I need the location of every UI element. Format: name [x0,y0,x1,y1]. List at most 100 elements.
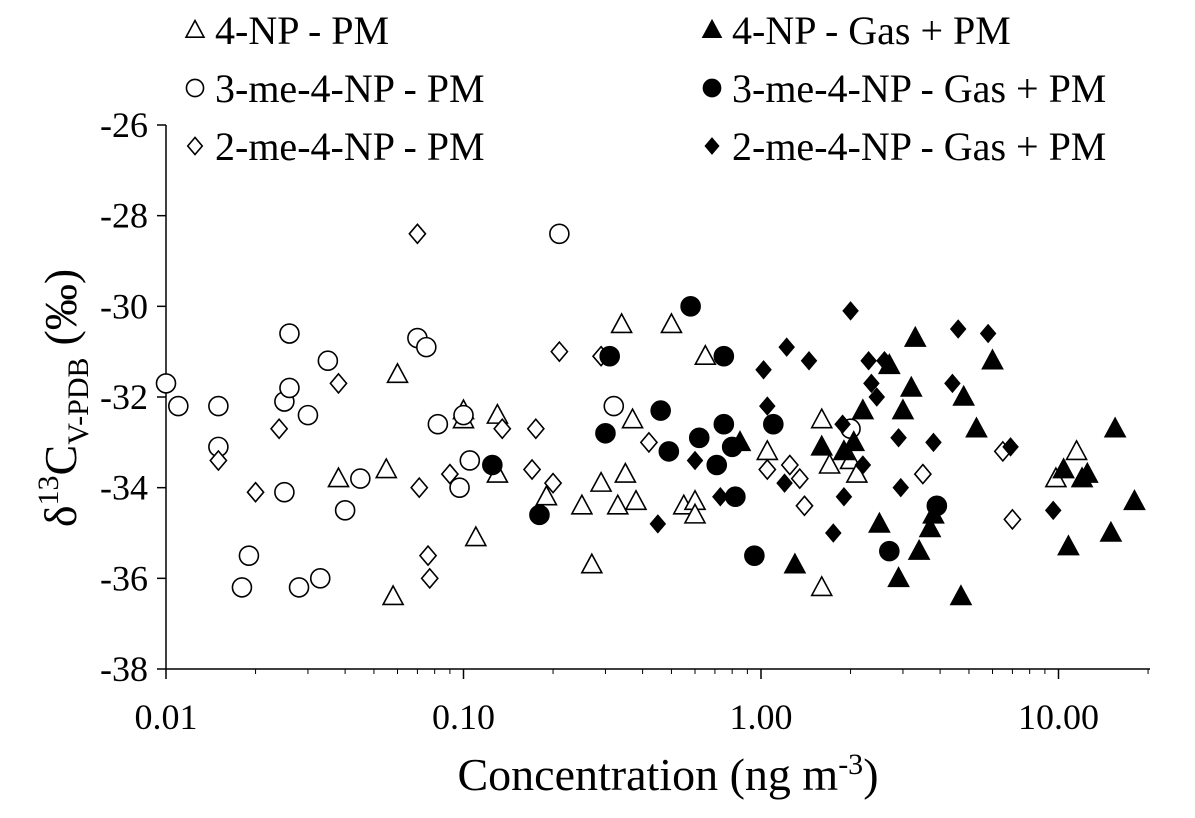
data-point [535,484,558,506]
data-point [800,350,818,371]
data-point [606,493,630,515]
data-point [725,486,746,508]
data-point [386,362,409,384]
data-point [925,432,942,453]
x-axis-title: Concentration (ng m-3) [457,748,878,800]
data-point [658,441,680,462]
data-point [835,486,853,507]
data-point [810,407,834,429]
data-point [231,577,253,598]
data-point [688,427,710,449]
data-point [529,504,550,526]
data-point [482,454,503,476]
data-point [868,387,886,407]
legend-label: 3-me-4-NP - PM [215,66,485,111]
legend-label: 4-NP - PM [215,8,389,53]
tick-labels: -26 -28 -30 -32 -34 -36 -38 0.01 0.10 1.00 10.00 [100,105,1099,737]
data-point [780,454,799,476]
data-points [155,223,1146,606]
x-tick-label: 0.01 [135,697,198,737]
data-point [706,454,728,476]
data-point [614,461,637,483]
data-point [1057,534,1080,556]
data-point [610,312,633,334]
data-point [842,301,859,321]
y-tick-label: -28 [100,196,148,236]
legend-label: 2-me-4-NP - PM [215,124,485,169]
data-point [863,373,880,394]
data-point [981,348,1004,370]
data-point [1052,457,1075,479]
x-tick-label: 1.00 [730,697,793,737]
series-triangle-open [327,312,1088,606]
data-point [660,312,683,334]
data-point [713,413,735,435]
data-point [639,431,659,454]
data-point [891,398,915,420]
y-tick-label: -34 [100,468,148,508]
data-point [890,428,907,448]
data-point [269,417,289,440]
data-point [464,525,488,547]
data-point [621,407,644,429]
data-point [755,360,772,380]
data-point [570,493,594,515]
data-point [965,416,988,438]
data-point [755,439,779,461]
series-circle-open [155,223,861,598]
data-point [427,413,449,435]
data-point [493,417,512,440]
data-point [860,350,877,371]
data-point [599,345,620,367]
data-point [209,449,228,472]
data-point [418,544,438,567]
data-point [440,463,460,485]
x-tick-label: 0.10 [432,697,495,737]
data-point [208,395,229,417]
data-point [589,470,613,492]
data-point [683,502,707,524]
axes [157,124,1150,679]
data-point [892,477,910,498]
data-point [763,413,784,435]
y-tick-label: -30 [100,286,148,326]
legend-marker [704,137,720,155]
data-point [876,350,893,371]
data-point [818,452,841,474]
legend-marker [185,78,205,98]
legend-marker [701,18,723,39]
data-point [1065,439,1088,461]
data-point [624,489,648,511]
data-point [744,545,765,566]
data-point [680,296,701,317]
data-point [949,584,973,606]
y-tick-label: -26 [100,105,148,145]
data-point [778,337,795,357]
data-point [374,457,398,479]
data-point [693,344,717,366]
data-point [334,500,356,521]
data-point [1003,508,1022,531]
data-point [783,552,807,574]
legend: 4-NP - PM 3-me-4-NP - PM 2-me-4-NP - PM 4-N… [184,8,1106,169]
series-diamond-filled [649,301,1062,543]
data-point [238,545,260,566]
data-point [649,514,667,534]
series-triangle-filled [728,325,1146,606]
data-point [459,450,481,471]
legend-marker [184,18,206,39]
data-point [297,404,319,426]
data-point [899,375,923,397]
data-point [155,373,177,394]
y-axis-title: δ13CV-PDB(‰) [32,269,95,527]
data-point [168,395,189,417]
data-point [329,372,348,395]
data-point [979,323,997,344]
data-point [1075,461,1099,483]
data-point [381,584,405,606]
legend-label: 3-me-4-NP - Gas + PM [732,66,1106,111]
data-point [712,486,729,507]
data-point [650,400,671,421]
data-point [810,434,834,456]
